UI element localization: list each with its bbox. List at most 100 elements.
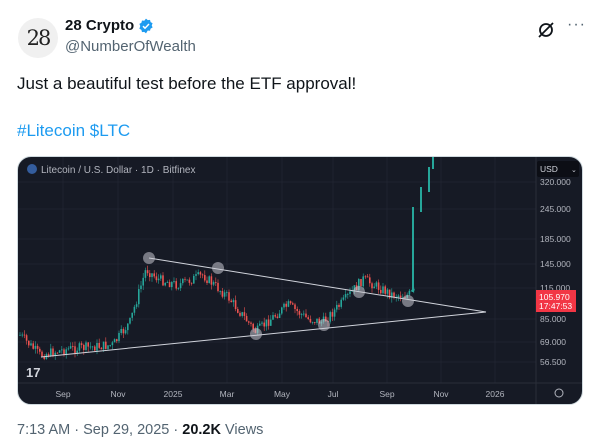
- x-tick-label: Nov: [433, 389, 449, 399]
- touch-point-marker: [250, 328, 262, 340]
- candle: [204, 275, 206, 281]
- candle: [131, 312, 133, 318]
- candle: [382, 286, 384, 294]
- candle: [248, 321, 250, 323]
- candle: [384, 286, 386, 294]
- price-tag-countdown: 17:47:53: [539, 301, 572, 311]
- candle: [349, 291, 351, 294]
- x-tick-label: Sep: [379, 389, 394, 399]
- candle: [276, 316, 279, 318]
- candle: [186, 279, 188, 281]
- x-tick-label: May: [274, 389, 291, 399]
- candle: [386, 289, 389, 294]
- candle: [96, 342, 98, 351]
- candle: [36, 345, 39, 349]
- candle: [100, 347, 103, 350]
- candle: [261, 322, 263, 324]
- candle: [219, 290, 221, 292]
- candle: [52, 348, 54, 357]
- candle: [263, 322, 265, 327]
- candle: [201, 274, 204, 276]
- grok-icon[interactable]: [536, 20, 556, 40]
- author-name[interactable]: 28 Crypto: [65, 17, 154, 34]
- candle: [85, 342, 87, 350]
- hashtag-link[interactable]: #Litecoin: [17, 121, 86, 140]
- candle: [226, 292, 228, 293]
- candle: [41, 351, 43, 357]
- candle: [89, 346, 92, 348]
- candle: [311, 322, 314, 324]
- candle: [149, 273, 151, 278]
- candle: [72, 346, 74, 347]
- candle: [122, 328, 125, 334]
- candle: [338, 304, 340, 307]
- candle: [318, 318, 320, 324]
- candle: [329, 312, 331, 322]
- y-tick-label: 185.000: [540, 234, 571, 244]
- candle: [76, 350, 78, 354]
- candle: [124, 330, 127, 334]
- post-text: Just a beautiful test before the ETF app…: [17, 74, 357, 93]
- candle: [153, 273, 155, 277]
- candle: [369, 277, 371, 284]
- candle: [105, 341, 107, 349]
- candle: [107, 345, 109, 349]
- candle: [151, 273, 153, 278]
- candle: [78, 343, 81, 351]
- post-date[interactable]: Sep 29, 2025: [83, 422, 170, 438]
- candle: [146, 270, 149, 274]
- candle: [283, 303, 285, 308]
- candle: [287, 301, 290, 307]
- candle: [307, 317, 309, 320]
- candle: [267, 319, 270, 326]
- candle: [47, 354, 50, 356]
- y-tick-label: 145.000: [540, 259, 571, 269]
- candle: [298, 311, 301, 315]
- post-time[interactable]: 7:13 AM: [17, 422, 71, 438]
- cashtag-link[interactable]: $LTC: [89, 121, 131, 140]
- candle: [285, 303, 287, 307]
- candle: [217, 282, 219, 292]
- candle: [245, 315, 248, 322]
- candle: [195, 274, 197, 276]
- candle: [28, 340, 30, 346]
- candle: [65, 349, 67, 355]
- candle: [342, 297, 345, 300]
- candle: [83, 344, 85, 350]
- candle: [168, 282, 171, 288]
- avatar[interactable]: 28: [18, 18, 58, 58]
- currency-label: USD: [540, 164, 558, 174]
- chart-title: Litecoin / U.S. Dollar · 1D · Bitfinex: [41, 165, 196, 176]
- candle: [182, 278, 184, 284]
- candle: [402, 296, 404, 298]
- candle: [138, 289, 140, 305]
- candle: [373, 286, 375, 289]
- candle: [292, 303, 294, 305]
- candle: [380, 289, 382, 294]
- chart-svg: Litecoin / U.S. Dollar · 1D · Bitfinex U…: [18, 157, 582, 404]
- candle: [353, 285, 356, 291]
- candle: [397, 295, 400, 298]
- candle: [69, 346, 72, 349]
- candle: [212, 282, 215, 285]
- candle: [241, 312, 243, 316]
- y-tick-label: 245.000: [540, 204, 571, 214]
- candle: [274, 315, 276, 317]
- chevron-down-icon: ⌄: [571, 167, 577, 174]
- candle: [237, 309, 239, 313]
- chart-image[interactable]: Litecoin / U.S. Dollar · 1D · Bitfinex U…: [17, 156, 583, 405]
- candle: [118, 332, 120, 342]
- candle: [391, 292, 393, 298]
- author-handle[interactable]: @NumberOfWealth: [65, 38, 196, 55]
- candle: [67, 348, 70, 350]
- candle: [129, 317, 131, 324]
- candle: [164, 282, 166, 286]
- candle: [34, 345, 37, 349]
- y-tick-label: 69.000: [540, 337, 566, 347]
- candle: [228, 292, 230, 301]
- candle: [221, 290, 224, 297]
- more-icon[interactable]: ···: [567, 16, 586, 33]
- settings-icon: [554, 388, 564, 398]
- candle: [388, 289, 391, 298]
- views-label: Views: [225, 422, 264, 438]
